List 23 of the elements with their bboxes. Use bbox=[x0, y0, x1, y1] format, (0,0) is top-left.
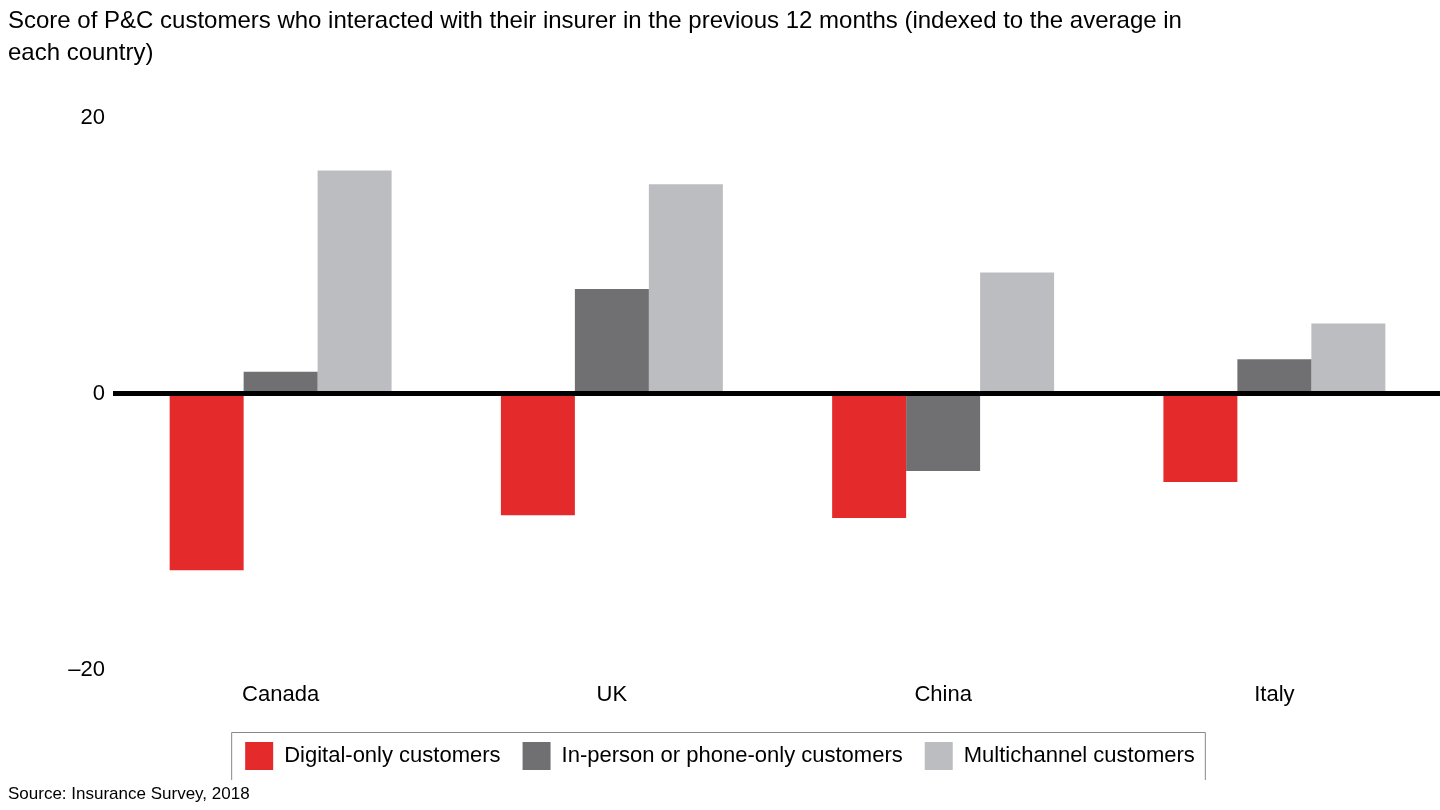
bar bbox=[1163, 393, 1238, 483]
x-tick-label: Canada bbox=[242, 680, 320, 706]
x-tick-label: China bbox=[914, 680, 973, 706]
legend-label: In-person or phone-only customers bbox=[561, 742, 903, 768]
bar bbox=[574, 289, 649, 394]
legend-label: Digital-only customers bbox=[284, 742, 501, 768]
bar bbox=[1237, 359, 1312, 394]
bar bbox=[906, 393, 981, 472]
chart-title: Score of P&C customers who interacted with their insurer in the previous 12 months (indexed to the average in each country) bbox=[8, 5, 1183, 67]
y-tick-label: –20 bbox=[68, 655, 105, 681]
bar bbox=[169, 393, 244, 571]
bar bbox=[832, 393, 907, 518]
y-tick-label: 20 bbox=[80, 104, 105, 130]
bar bbox=[500, 393, 575, 516]
y-tick-label: 0 bbox=[92, 379, 105, 405]
bar bbox=[1311, 323, 1386, 394]
bar bbox=[648, 184, 723, 394]
x-tick-label: UK bbox=[596, 680, 628, 706]
x-tick-label: Italy bbox=[1254, 680, 1295, 706]
legend-label: Multichannel customers bbox=[963, 742, 1195, 768]
bar bbox=[980, 272, 1055, 394]
source-note: Source: Insurance Survey, 2018 bbox=[8, 784, 250, 804]
bar bbox=[317, 170, 392, 394]
